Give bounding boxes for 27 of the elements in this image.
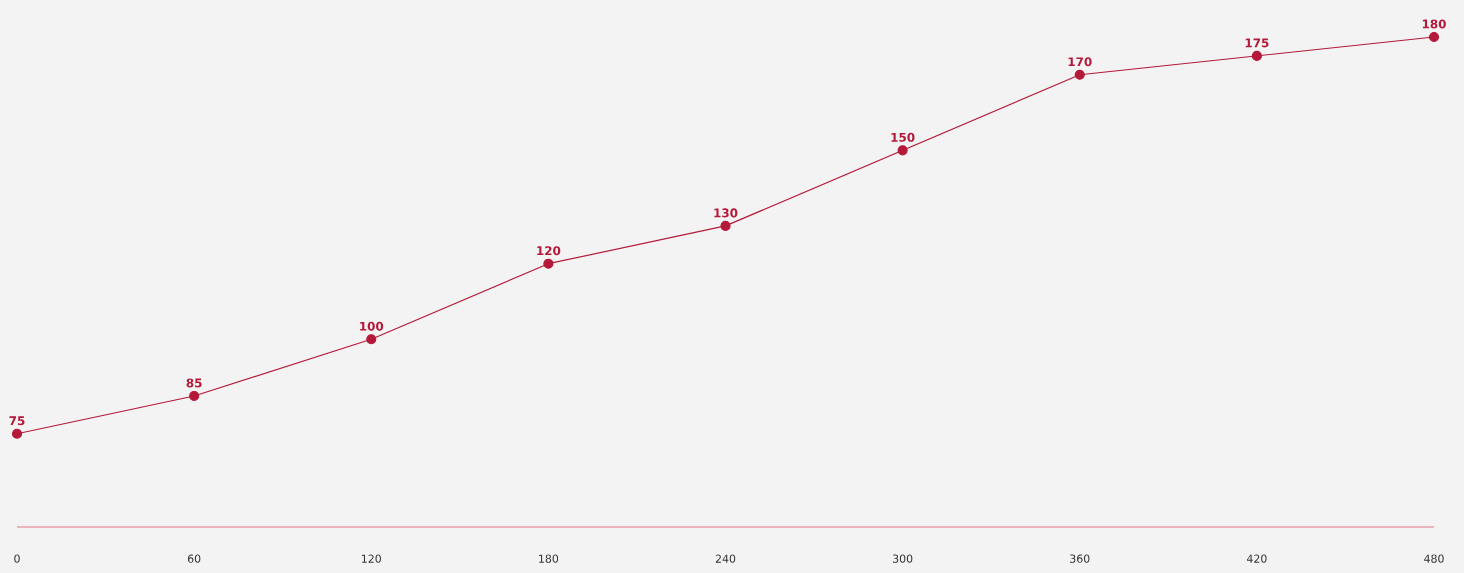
x-tick-label: 480 [1424,554,1444,563]
x-tick-label: 60 [187,554,201,563]
point [1074,69,1085,80]
data-label: 180 [1422,19,1446,29]
point [720,220,731,231]
data-label: 100 [360,321,384,331]
x-tick-label: 300 [893,554,913,563]
data-label: 175 [1245,38,1269,48]
point [189,390,200,402]
x-tick-label: 120 [362,554,381,563]
x-tick-label: 0 [14,554,20,563]
data-label: 120 [537,246,561,256]
data-label: 170 [1068,57,1092,67]
point [543,258,554,269]
point [897,145,908,156]
point [11,428,23,439]
x-tick-label: 180 [539,554,559,563]
data-label: 75 [9,416,25,426]
point [1428,31,1440,43]
point [1251,50,1262,61]
x-tick-label: 360 [1070,554,1090,563]
data-label: 130 [714,208,738,218]
data-label: 85 [186,378,202,388]
data-label: 150 [891,132,915,142]
x-tick-label: 420 [1246,554,1267,563]
x-tick-label: 240 [715,554,736,563]
point [366,334,377,345]
